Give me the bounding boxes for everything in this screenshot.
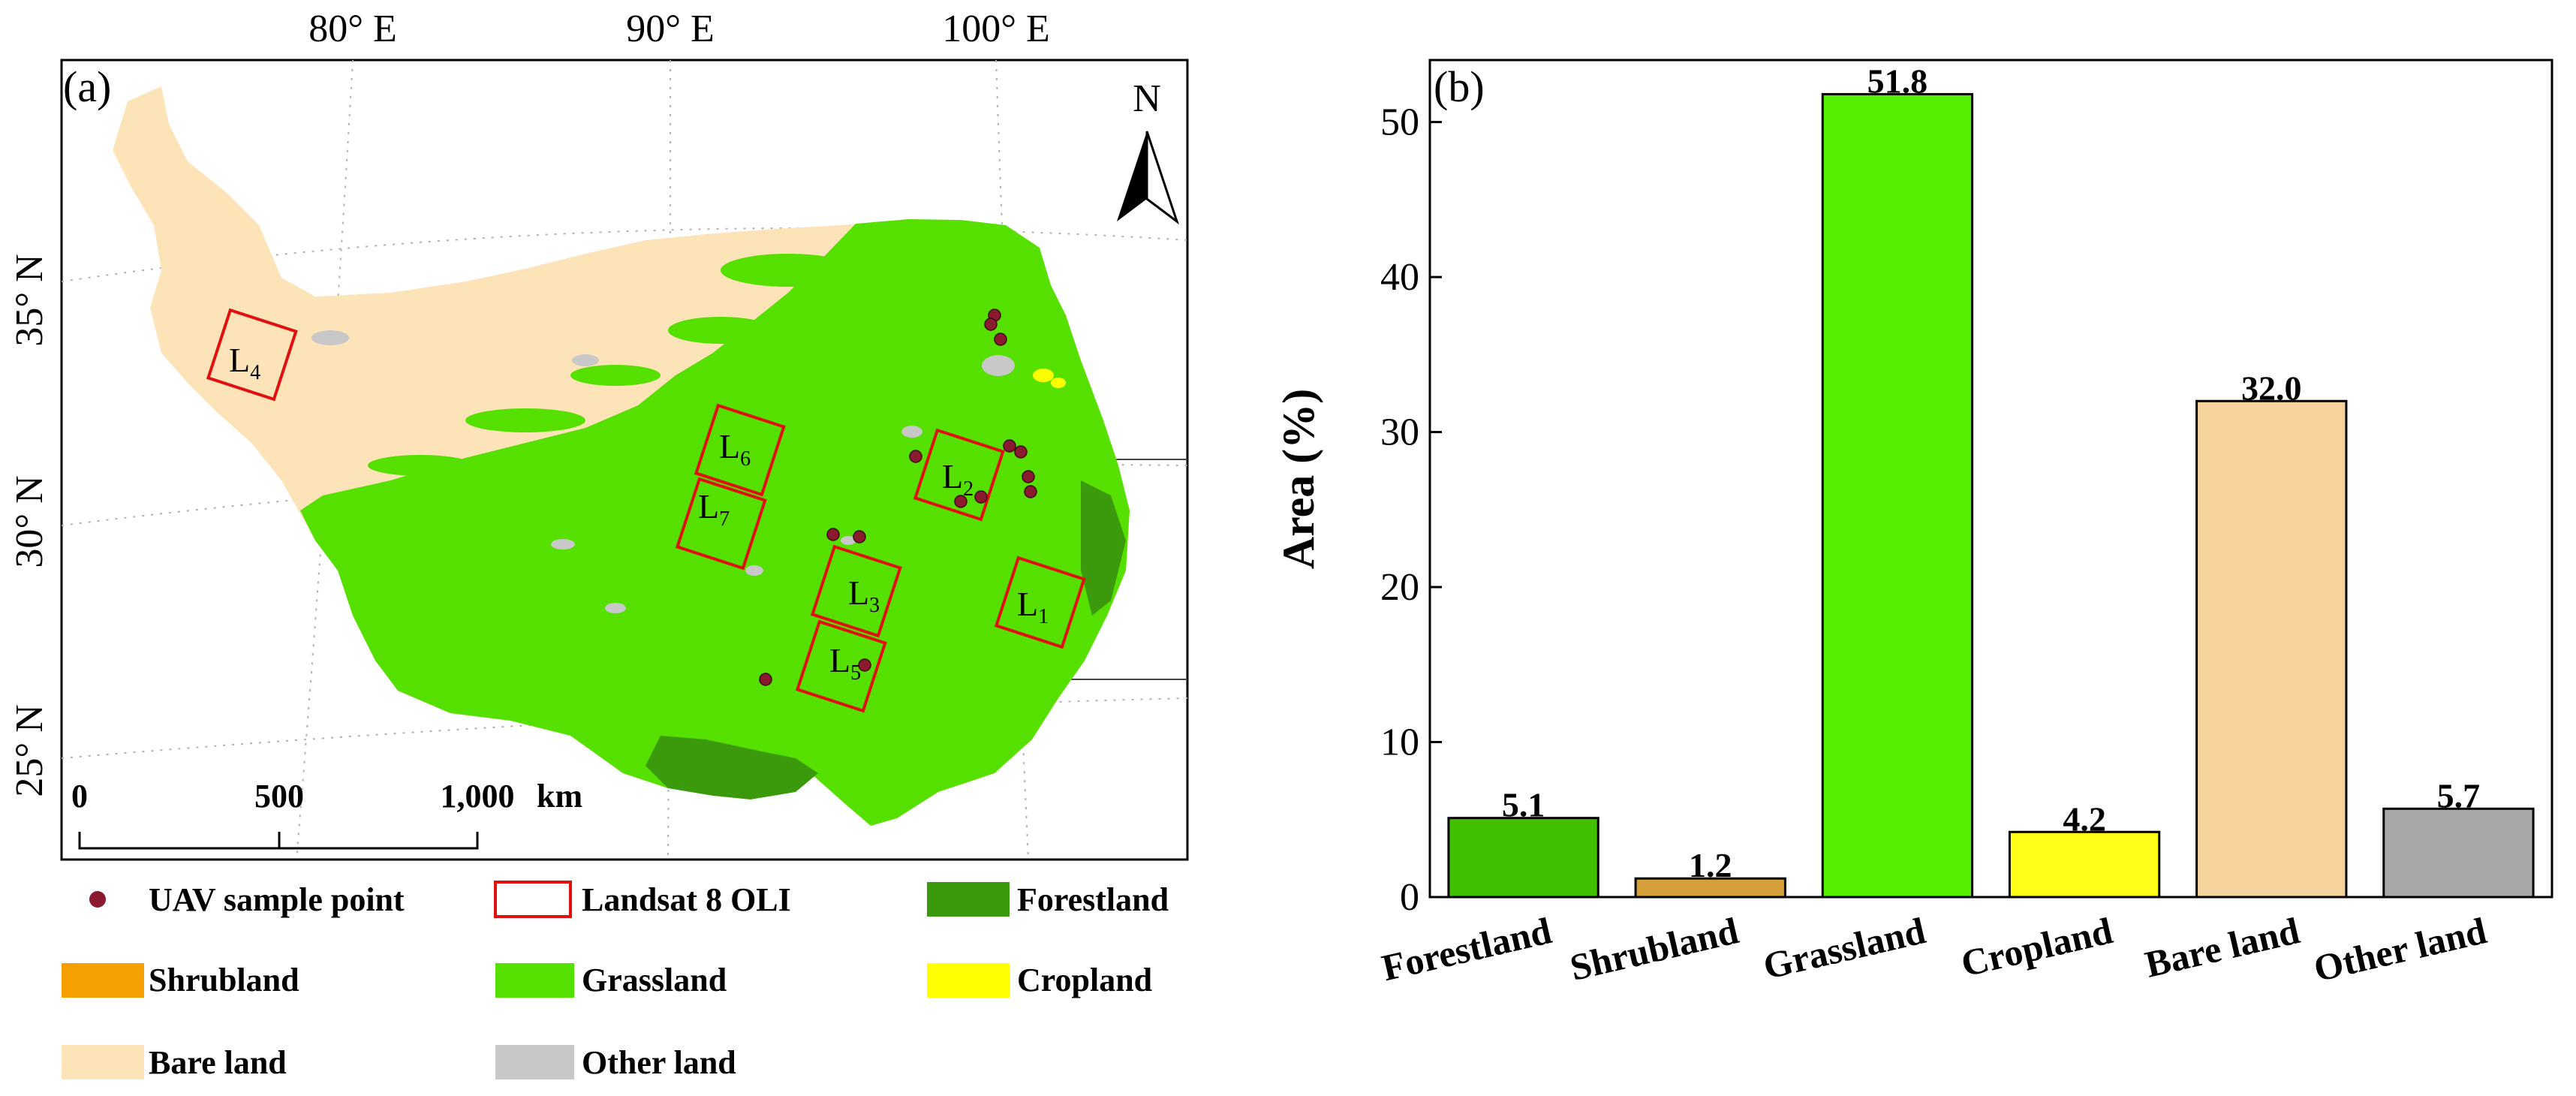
other-land-patches <box>311 330 1015 613</box>
cropland-patches <box>1033 369 1066 388</box>
bar-shrubland <box>1634 877 1786 899</box>
lat-label-35: 35° N <box>8 254 51 346</box>
legend-bare-symbol <box>62 1045 144 1079</box>
scene-labels: L1 L2 L3 L4 L5 L6 L7 <box>229 341 1049 685</box>
scene-L2-box <box>913 428 1005 522</box>
legend-other-label: Other land <box>582 1044 736 1081</box>
y-tick-label: 50 <box>1380 101 1419 144</box>
bar-value-label: 1.2 <box>1689 846 1732 884</box>
legend-shrub-symbol <box>62 963 144 998</box>
x-tick-label: Other land <box>2310 909 2490 989</box>
x-tick-label: Bare land <box>2141 909 2304 986</box>
north-arrow-icon: N <box>1117 77 1179 225</box>
bar-value-label: 5.7 <box>2437 776 2481 814</box>
svg-text:N: N <box>1133 77 1161 120</box>
forestland-east <box>1081 480 1126 616</box>
scene-L7-box <box>675 477 767 571</box>
legend-forest-label: Forestland <box>1017 881 1169 918</box>
bar-cropland <box>2008 830 2161 899</box>
legend-landsat-symbol <box>494 881 572 918</box>
legend-forest-symbol <box>927 882 1010 917</box>
legend-uav-label: UAV sample point <box>149 881 405 918</box>
scene-L1-box <box>994 556 1086 649</box>
scale-bar: 0 500 1,000 km <box>71 778 582 850</box>
scale-tick-500: 500 <box>254 778 304 814</box>
legend-grass-symbol <box>495 963 574 998</box>
panel-a-label: (a) <box>63 62 111 111</box>
scene-L6-label: L6 <box>719 427 751 471</box>
x-tick-label: Shrubland <box>1566 909 1743 989</box>
bar-chart: (b) Area (%) 0 10 20 30 40 50 5.1 1.2 51.8 4.2 32… <box>1274 59 2553 989</box>
bar-grassland <box>1821 92 1974 899</box>
scale-tick-0: 0 <box>71 778 88 814</box>
uav-points <box>759 309 1037 686</box>
lon-label-100: 100° E <box>942 8 1050 50</box>
scene-L4-box <box>206 308 298 402</box>
grassland-area <box>300 219 1130 826</box>
bar-other-land <box>2382 807 2535 899</box>
y-tick-label: 20 <box>1380 566 1419 609</box>
lon-label-90: 90° E <box>626 8 715 50</box>
y-tick-label: 30 <box>1380 411 1419 454</box>
map-panel: 80° E 90° E 100° E 35° N 30° N 25° N <box>8 8 1189 1081</box>
grass-patches <box>368 233 931 476</box>
scene-L3-box <box>810 544 902 638</box>
legend-bare-label: Bare land <box>149 1044 287 1081</box>
scene-L1-label: L1 <box>1017 585 1049 628</box>
y-tick-label: 0 <box>1400 876 1419 919</box>
scene-L3-label: L3 <box>848 574 880 617</box>
bar-bare-land <box>2195 399 2348 899</box>
x-tick-label: Forestland <box>1378 909 1556 989</box>
scene-L5-box <box>795 619 887 713</box>
bar-forestland <box>1447 817 1599 899</box>
legend-grass-label: Grassland <box>582 962 727 998</box>
scene-L5-label: L5 <box>829 641 861 685</box>
legend-crop-symbol <box>927 963 1010 998</box>
bar-value-label: 51.8 <box>1867 62 1928 100</box>
lat-label-25: 25° N <box>8 704 51 796</box>
legend-shrub-label: Shrubland <box>149 962 299 998</box>
lon-label-80: 80° E <box>308 8 397 50</box>
plot-frame <box>1428 59 2553 899</box>
landsat-scenes <box>206 308 1086 713</box>
legend-crop-label: Cropland <box>1017 962 1152 998</box>
scale-unit: km <box>537 778 582 814</box>
bar-value-label: 32.0 <box>2241 369 2302 407</box>
y-axis-title: Area (%) <box>1274 389 1323 569</box>
panel-b-label: (b) <box>1434 62 1485 111</box>
legend-other-symbol <box>495 1045 574 1079</box>
scale-tick-1000: 1,000 <box>441 778 515 814</box>
legend-landsat-label: Landsat 8 OLI <box>582 881 791 918</box>
y-tick-label: 40 <box>1380 256 1419 299</box>
map-legend: UAV sample point Landsat 8 OLI Forestlan… <box>62 881 1169 1081</box>
y-tick-label: 10 <box>1380 721 1419 764</box>
bar-value-label: 5.1 <box>1502 786 1545 824</box>
lat-label-30: 30° N <box>8 475 51 568</box>
bar-value-label: 4.2 <box>2063 799 2106 838</box>
scene-L4-label: L4 <box>229 341 260 384</box>
legend-uav-symbol <box>89 891 106 908</box>
x-tick-label: Cropland <box>1957 909 2116 985</box>
scene-L2-label: L2 <box>942 457 974 501</box>
x-tick-label: Grassland <box>1759 909 1930 987</box>
scene-L6-box <box>694 403 786 497</box>
scene-L7-label: L7 <box>698 487 730 531</box>
forestland-area <box>646 736 818 799</box>
